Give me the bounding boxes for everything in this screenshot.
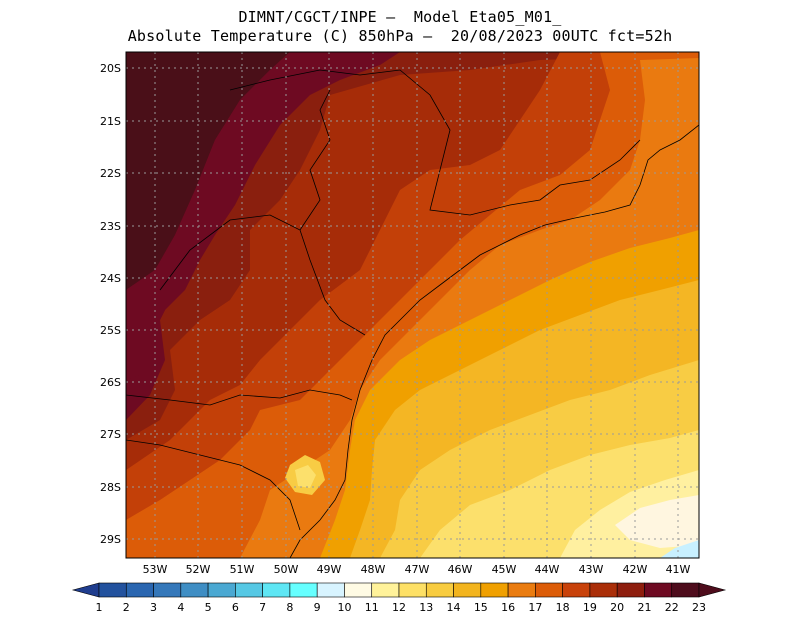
lat-label: 21S [100,115,121,128]
lon-label: 53W [143,563,168,576]
colorbar-label: 11 [365,601,379,614]
colorbar-label: 23 [692,601,706,614]
colorbar: 1 2 3 4 5 6 7 8 9 10 11 12 13 14 15 16 17 18 19 20 21 22 23 [71,582,727,614]
colorbar-swatch [289,582,318,598]
colorbar-label: 3 [150,601,157,614]
title-line-1: DIMNT/CGCT/INPE – Model Eta05_M01_ [238,8,562,26]
lon-label: 50W [274,563,299,576]
colorbar-swatch [344,582,373,598]
map-frame [125,51,700,559]
colorbar-swatch [644,582,673,598]
colorbar-swatch [262,582,291,598]
colorbar-swatch [425,582,454,598]
latitude-labels: 20S 21S 22S 23S 24S 25S 26S 27S 28S 29S [100,62,121,546]
colorbar-swatch [316,582,345,598]
lon-label: 47W [405,563,430,576]
grid [126,52,699,558]
colorbar-label: 8 [286,601,293,614]
field-band-10 [660,540,699,558]
lon-label: 51W [230,563,255,576]
colorbar-label: 15 [474,601,488,614]
colorbar-swatch [671,582,700,598]
colorbar-label: 9 [314,601,321,614]
colorbar-swatch [480,582,509,598]
colorbar-label: 2 [123,601,130,614]
colorbar-swatch [507,582,536,598]
colorbar-swatch [589,582,618,598]
colorbar-label: 17 [528,601,542,614]
lat-label: 20S [100,62,121,75]
lon-label: 44W [535,563,560,576]
colorbar-label: 10 [337,601,351,614]
lat-label: 23S [100,220,121,233]
colorbar-label: 18 [556,601,570,614]
colorbar-swatch [535,582,563,598]
colorbar-swatch [98,582,127,598]
lon-label: 41W [666,563,691,576]
lat-label: 29S [100,533,121,546]
colorbar-swatch [180,582,209,598]
colorbar-label: 20 [610,601,624,614]
colorbar-label: 1 [96,601,103,614]
lat-label: 26S [100,376,121,389]
colorbar-label: 21 [637,601,651,614]
colorbar-label: 5 [205,601,212,614]
colorbar-label: 12 [392,601,406,614]
colorbar-swatch [207,582,236,598]
colorbar-swatch [616,582,645,598]
lon-label: 46W [448,563,473,576]
colorbar-label: 22 [665,601,679,614]
lat-label: 22S [100,167,121,180]
colorbar-swatch [562,582,591,598]
field-band-23 [126,52,290,290]
colorbar-swatch [153,582,182,598]
title-line-2: Absolute Temperature (C) 850hPa – 20/08/… [127,27,673,45]
colorbar-label: 16 [501,601,515,614]
colorbar-swatch [398,582,427,598]
colorbar-arrow-right [698,582,727,598]
field-band-13-south [295,465,316,488]
colorbar-swatch [235,582,263,598]
lat-label: 24S [100,272,121,285]
state-border-5 [299,89,331,231]
colorbar-arrow-left [71,582,100,598]
lat-label: 27S [100,428,121,441]
colorbar-swatch [125,582,154,598]
colorbar-swatch [371,582,400,598]
field-band-22 [126,52,400,380]
lon-label: 45W [492,563,517,576]
colorbar-label: 14 [447,601,461,614]
lon-label: 52W [186,563,211,576]
lon-label: 49W [317,563,342,576]
lat-label: 28S [100,481,121,494]
colorbar-label: 6 [232,601,239,614]
colorbar-label: 19 [583,601,597,614]
lat-label: 25S [100,324,121,337]
lon-label: 42W [623,563,648,576]
colorbar-label: 4 [177,601,184,614]
colorbar-label: 7 [259,601,266,614]
state-border-2 [126,439,301,531]
colorbar-label: 13 [419,601,433,614]
state-border-1 [126,389,353,406]
lon-label: 48W [361,563,386,576]
colorbar-swatch [453,582,482,598]
longitude-labels: 53W 52W 51W 50W 49W 48W 47W 46W 45W 44W … [143,563,691,576]
temperature-field [126,52,699,558]
lon-label: 43W [579,563,604,576]
state-border-4 [229,69,641,216]
